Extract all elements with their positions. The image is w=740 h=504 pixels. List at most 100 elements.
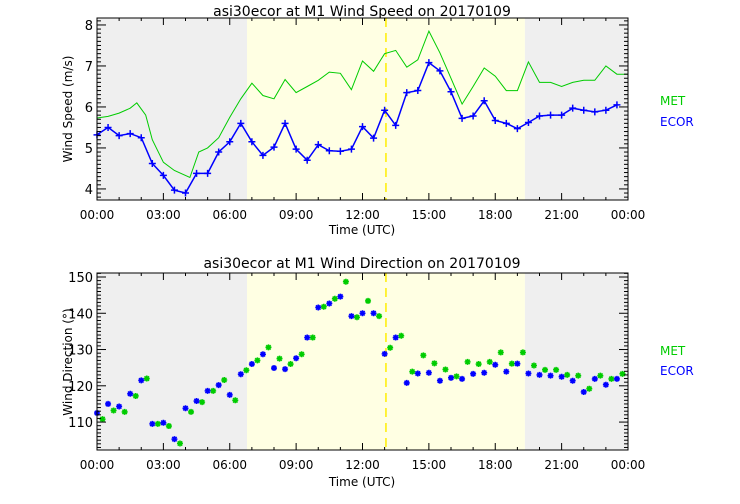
ecor-scatter-point: [138, 377, 145, 384]
x-tick-label: 18:00: [478, 208, 513, 222]
x-tick-label: 12:00: [345, 208, 380, 222]
ecor-scatter-point: [602, 381, 609, 388]
met-scatter-point: [486, 358, 493, 365]
met-scatter-point: [442, 366, 449, 373]
met-scatter-point: [110, 407, 117, 414]
ecor-point-marker: [602, 106, 610, 114]
met-scatter-point: [320, 303, 327, 310]
met-scatter-point: [586, 385, 593, 392]
legend-met-label: MET: [660, 94, 686, 108]
legend-ecor-label: ECOR: [660, 364, 694, 378]
met-scatter-point: [353, 314, 360, 321]
met-scatter-point: [188, 408, 195, 415]
met-scatter-point: [530, 362, 537, 369]
ecor-point-marker: [436, 67, 444, 75]
met-scatter-point: [431, 360, 438, 367]
wind-direction-title: asi30ecor at M1 Wind Direction on 201701…: [203, 256, 520, 272]
met-scatter-point: [387, 344, 394, 351]
ecor-scatter-point: [580, 388, 587, 395]
met-scatter-point: [276, 355, 283, 362]
ecor-scatter-point: [149, 420, 156, 427]
met-scatter-point: [564, 371, 571, 378]
night-shade-morning: [97, 18, 248, 200]
ecor-point-marker: [215, 148, 223, 156]
ecor-scatter-point: [392, 334, 399, 341]
ecor-scatter-point: [193, 398, 200, 405]
ecor-point-marker: [237, 119, 245, 127]
ecor-point-marker: [148, 160, 156, 168]
ecor-point-marker: [204, 169, 212, 177]
x-tick-label: 00:00: [80, 458, 115, 472]
ecor-scatter-point: [127, 390, 134, 397]
ecor-point-marker: [259, 151, 267, 159]
night-shade-morning: [97, 273, 248, 450]
ecor-scatter-point: [613, 375, 620, 382]
x-tick-label: 09:00: [279, 458, 314, 472]
ecor-scatter-point: [271, 365, 277, 372]
ecor-point-marker: [159, 171, 167, 179]
y-tick-label: 130: [68, 344, 93, 359]
ecor-scatter-point: [381, 350, 388, 357]
ecor-point-marker: [569, 104, 577, 112]
ecor-scatter-point: [160, 419, 167, 426]
ecor-point-marker: [447, 88, 455, 96]
ecor-point-marker: [248, 138, 256, 146]
ecor-point-marker: [115, 132, 123, 140]
ecor-scatter-point: [215, 382, 222, 389]
ecor-scatter-point: [569, 377, 576, 384]
wind-speed-panel: asi30ecor at M1 Wind Speed on 20170109 T…: [61, 4, 694, 237]
met-scatter-point: [398, 332, 405, 339]
met-scatter-point: [365, 297, 372, 304]
x-tick-label: 21:00: [544, 458, 579, 472]
x-tick-label: 21:00: [544, 208, 579, 222]
y-tick-label: 5: [85, 142, 93, 157]
ecor-point-marker: [336, 147, 344, 155]
met-scatter-point: [497, 349, 504, 356]
ecor-scatter-point: [171, 436, 178, 443]
ecor-scatter-point: [536, 371, 543, 378]
ecor-scatter-point: [326, 300, 333, 307]
met-scatter-point: [475, 361, 482, 368]
ecor-scatter-point: [492, 361, 499, 368]
ecor-scatter-point: [116, 403, 123, 410]
ecor-scatter-point: [315, 304, 322, 311]
y-tick-label: 6: [85, 101, 93, 116]
x-tick-label: 12:00: [345, 458, 380, 472]
y-tick-label: 8: [85, 19, 93, 34]
ecor-scatter-point: [348, 313, 355, 320]
x-tick-label: 15:00: [412, 458, 447, 472]
met-scatter-point: [287, 361, 294, 368]
wind-speed-xlabel: Time (UTC): [328, 223, 395, 237]
ecor-point-marker: [469, 112, 477, 120]
ecor-point-marker: [314, 141, 322, 149]
met-scatter-point: [342, 278, 349, 285]
ecor-point-marker: [292, 145, 300, 153]
ecor-point-marker: [580, 106, 588, 114]
met-scatter-point: [99, 416, 106, 423]
ecor-point-marker: [425, 59, 433, 67]
ecor-point-marker: [303, 156, 311, 164]
ecor-point-marker: [613, 101, 621, 109]
ecor-scatter-point: [359, 310, 366, 317]
y-tick-label: 150: [68, 271, 93, 286]
met-scatter-point: [519, 349, 526, 356]
ecor-scatter-point: [481, 369, 488, 376]
met-scatter-point: [309, 334, 316, 341]
ecor-point-marker: [513, 125, 521, 133]
legend-met-label: MET: [660, 344, 686, 358]
ecor-point-marker: [524, 119, 532, 127]
ecor-point-marker: [558, 111, 566, 119]
x-tick-label: 15:00: [412, 208, 447, 222]
y-tick-label: 4: [85, 183, 93, 198]
ecor-point-marker: [347, 145, 355, 153]
ecor-scatter-point: [304, 334, 311, 341]
met-scatter-point: [176, 440, 183, 447]
wind-direction-ylabel: Wind Direction (°): [61, 308, 75, 415]
met-scatter-point: [542, 366, 549, 373]
met-scatter-point: [199, 399, 206, 406]
ecor-point-marker: [170, 186, 178, 194]
x-tick-label: 06:00: [212, 208, 247, 222]
legend-ecor-label: ECOR: [660, 115, 694, 129]
ecor-scatter-point: [282, 366, 289, 373]
met-scatter-point: [121, 408, 128, 415]
